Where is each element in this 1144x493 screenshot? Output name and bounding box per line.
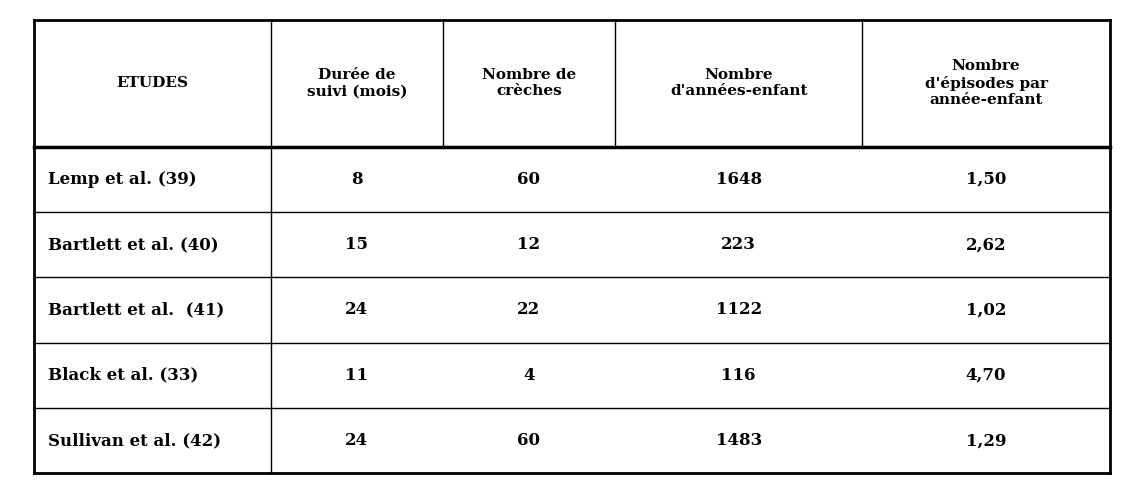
Text: Bartlett et al. (40): Bartlett et al. (40) xyxy=(48,236,219,253)
Text: 1648: 1648 xyxy=(716,171,762,188)
Text: 116: 116 xyxy=(722,367,756,384)
Text: 15: 15 xyxy=(345,236,368,253)
Text: Sullivan et al. (42): Sullivan et al. (42) xyxy=(48,432,221,449)
Text: Black et al. (33): Black et al. (33) xyxy=(48,367,198,384)
Text: 60: 60 xyxy=(517,171,540,188)
Text: 1,29: 1,29 xyxy=(966,432,1007,449)
Text: Bartlett et al.  (41): Bartlett et al. (41) xyxy=(48,302,224,318)
Text: 1122: 1122 xyxy=(715,302,762,318)
Text: 8: 8 xyxy=(351,171,363,188)
Text: 24: 24 xyxy=(345,302,368,318)
Text: 1483: 1483 xyxy=(715,432,762,449)
Text: ETUDES: ETUDES xyxy=(117,76,189,90)
Text: 223: 223 xyxy=(721,236,756,253)
Text: Nombre
d'années-enfant: Nombre d'années-enfant xyxy=(670,68,808,98)
Text: Durée de
suivi (mois): Durée de suivi (mois) xyxy=(307,68,407,98)
Text: 22: 22 xyxy=(517,302,541,318)
Text: 4: 4 xyxy=(523,367,534,384)
Text: 11: 11 xyxy=(345,367,368,384)
Text: 12: 12 xyxy=(517,236,541,253)
Text: Lemp et al. (39): Lemp et al. (39) xyxy=(48,171,197,188)
Text: Nombre de
crèches: Nombre de crèches xyxy=(482,68,577,98)
Text: Nombre
d'épisodes par
année-enfant: Nombre d'épisodes par année-enfant xyxy=(924,60,1048,107)
Text: 2,62: 2,62 xyxy=(966,236,1007,253)
Text: 1,50: 1,50 xyxy=(966,171,1007,188)
Text: 1,02: 1,02 xyxy=(966,302,1007,318)
Text: 24: 24 xyxy=(345,432,368,449)
Text: 4,70: 4,70 xyxy=(966,367,1007,384)
Text: 60: 60 xyxy=(517,432,540,449)
